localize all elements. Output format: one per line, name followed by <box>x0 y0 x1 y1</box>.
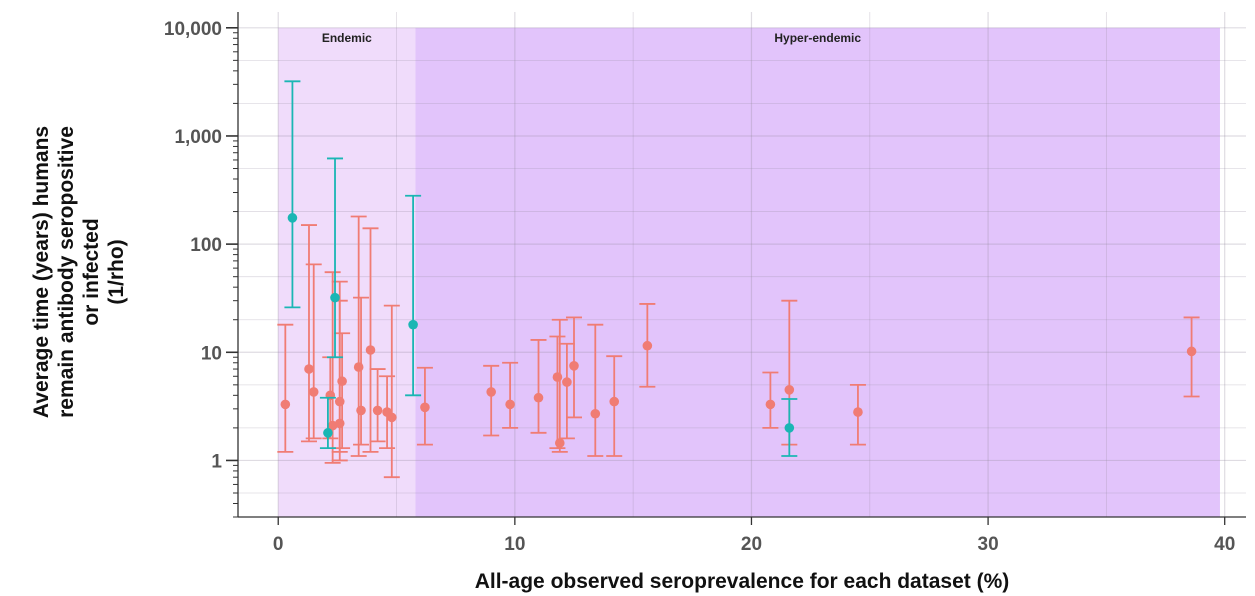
region-0 <box>278 27 416 518</box>
region-layer: Endemic Hyper-endemic <box>278 27 1220 518</box>
point-marker <box>642 340 653 351</box>
point-marker <box>784 384 795 395</box>
point-marker <box>765 399 776 410</box>
data-point <box>606 355 623 457</box>
y-axis-title-line: Average time (years) humans <box>30 126 53 418</box>
data-point <box>530 339 547 434</box>
point-marker <box>387 412 397 423</box>
data-point <box>483 364 500 437</box>
point-marker <box>609 396 620 407</box>
point-marker <box>590 408 601 419</box>
data-point <box>849 383 866 446</box>
region-label-1: Hyper-endemic <box>774 31 861 45</box>
data-point <box>334 332 351 450</box>
data-point <box>502 361 519 429</box>
ticks-layer: 0 10 20 30 40 1 10 100 1,000 10,000 <box>164 19 1235 555</box>
data-point <box>587 323 604 457</box>
grid-layer <box>238 12 1246 517</box>
x-tick-label: 10 <box>504 534 525 555</box>
data-point <box>277 323 294 453</box>
data-point <box>781 398 798 457</box>
point-marker <box>372 405 383 416</box>
data-point <box>762 371 779 429</box>
point-marker <box>304 364 314 374</box>
point-marker <box>323 428 333 438</box>
point-marker <box>280 399 291 410</box>
point-marker <box>562 377 572 387</box>
y-tick-label: 100 <box>190 235 222 256</box>
axis-layer <box>237 12 1246 518</box>
region-label-0: Endemic <box>322 31 372 45</box>
x-axis-title: All-age observed seroprevalence for each… <box>475 570 1010 593</box>
x-tick-label: 30 <box>978 534 999 555</box>
data-point <box>327 157 344 359</box>
point-marker <box>325 390 336 401</box>
data-point <box>383 304 400 479</box>
data-point <box>1183 316 1200 398</box>
x-tick-label: 40 <box>1214 534 1235 555</box>
points-layer <box>277 80 1200 479</box>
x-tick-label: 20 <box>741 534 762 555</box>
point-marker <box>853 407 863 417</box>
point-marker <box>486 387 496 397</box>
data-point <box>353 296 370 446</box>
y-axis-title-line: remain antibody seropositive <box>55 126 78 418</box>
x-tick-label: 0 <box>273 534 284 555</box>
y-axis-title-line: (1/rho) <box>105 239 128 304</box>
point-marker <box>356 405 366 416</box>
y-tick-label: 10,000 <box>164 19 222 40</box>
point-marker <box>365 345 376 355</box>
data-point <box>566 316 582 419</box>
data-point <box>362 227 379 453</box>
titles-layer: All-age observed seroprevalence for each… <box>30 126 1009 593</box>
point-marker <box>337 376 347 387</box>
data-point <box>319 396 336 450</box>
data-point <box>300 224 317 443</box>
point-marker <box>1186 346 1197 357</box>
data-point <box>639 303 656 388</box>
point-marker <box>353 362 364 372</box>
y-tick-label: 1,000 <box>174 127 222 148</box>
point-marker <box>420 402 430 413</box>
point-marker <box>334 396 345 407</box>
point-marker <box>287 213 298 223</box>
y-axis-title-line: or infected <box>80 218 103 325</box>
data-point <box>558 342 575 440</box>
y-tick-label: 10 <box>201 343 222 364</box>
point-marker <box>505 399 515 410</box>
point-marker <box>408 319 418 330</box>
data-point <box>405 194 422 397</box>
y-tick-label: 1 <box>211 451 222 472</box>
data-point <box>551 318 568 453</box>
point-marker <box>569 360 579 371</box>
point-marker <box>308 387 319 397</box>
region-1 <box>415 27 1220 518</box>
data-point <box>284 80 301 309</box>
data-point <box>369 368 386 443</box>
data-point <box>305 263 322 440</box>
point-marker <box>552 372 563 382</box>
point-marker <box>555 438 565 448</box>
point-marker <box>784 423 795 433</box>
point-marker <box>330 292 340 303</box>
point-marker <box>533 392 544 403</box>
y-axis-title: Average time (years) humansremain antibo… <box>30 126 128 418</box>
data-point <box>416 366 433 446</box>
